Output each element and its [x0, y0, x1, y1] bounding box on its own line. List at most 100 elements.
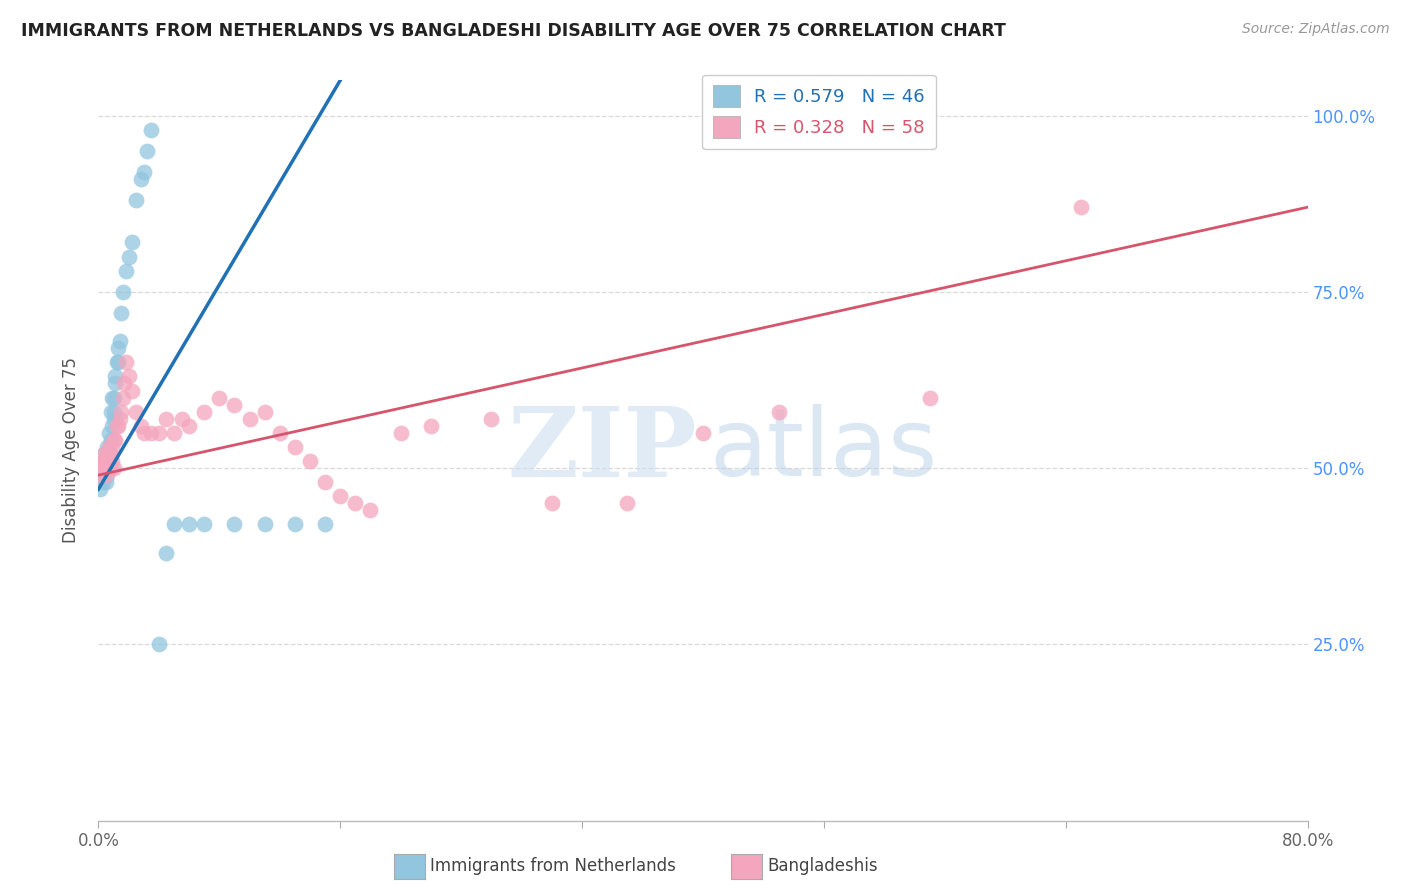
Point — [616, 496, 638, 510]
Point — [108, 334, 131, 348]
Point — [107, 355, 129, 369]
Point — [269, 425, 291, 440]
Point — [103, 433, 125, 447]
Point — [114, 355, 136, 369]
Point — [111, 285, 134, 299]
Point — [96, 440, 118, 454]
Point — [91, 461, 114, 475]
Point — [98, 440, 121, 454]
Point — [107, 341, 129, 355]
Point — [918, 391, 941, 405]
Point — [96, 454, 118, 468]
Point — [100, 447, 122, 461]
Point — [208, 391, 231, 405]
Point — [94, 461, 117, 475]
Point — [163, 517, 186, 532]
Point — [104, 433, 127, 447]
Point — [100, 461, 122, 475]
Point — [155, 411, 177, 425]
Point — [170, 411, 193, 425]
Point — [93, 447, 115, 461]
Point — [94, 475, 117, 490]
Point — [540, 496, 562, 510]
Text: Bangladeshis: Bangladeshis — [768, 857, 879, 875]
Point — [121, 384, 143, 398]
Point — [101, 418, 124, 433]
Point — [112, 376, 135, 391]
Legend: R = 0.579   N = 46, R = 0.328   N = 58: R = 0.579 N = 46, R = 0.328 N = 58 — [702, 75, 936, 149]
Point — [314, 475, 336, 490]
Point — [121, 235, 143, 250]
Point — [101, 454, 124, 468]
Point — [179, 517, 201, 532]
Point — [420, 418, 443, 433]
Point — [239, 411, 262, 425]
Point — [96, 461, 118, 475]
Point — [96, 468, 118, 483]
Point — [129, 418, 152, 433]
Point — [148, 637, 170, 651]
Text: Immigrants from Netherlands: Immigrants from Netherlands — [430, 857, 676, 875]
Point — [193, 517, 215, 532]
Point — [224, 517, 246, 532]
Point — [481, 411, 503, 425]
Point — [284, 517, 307, 532]
Text: atlas: atlas — [709, 404, 938, 497]
Point — [96, 447, 118, 461]
Point — [103, 391, 125, 405]
Point — [125, 405, 148, 419]
Text: Source: ZipAtlas.com: Source: ZipAtlas.com — [1241, 22, 1389, 37]
Point — [94, 468, 117, 483]
Point — [107, 418, 129, 433]
Point — [118, 250, 141, 264]
Point — [132, 425, 155, 440]
Point — [98, 447, 121, 461]
Point — [111, 391, 134, 405]
Point — [125, 193, 148, 207]
Point — [91, 454, 114, 468]
Point — [104, 376, 127, 391]
Point — [129, 172, 152, 186]
Point — [91, 475, 114, 490]
Point — [389, 425, 412, 440]
Point — [329, 489, 352, 503]
Point — [103, 411, 125, 425]
Point — [98, 454, 121, 468]
Point — [253, 517, 276, 532]
Point — [179, 418, 201, 433]
Point — [91, 454, 114, 468]
Point — [90, 468, 112, 483]
Point — [105, 418, 128, 433]
Point — [101, 440, 124, 454]
Point — [148, 425, 170, 440]
Point — [93, 468, 115, 483]
Point — [89, 482, 111, 496]
Point — [103, 461, 125, 475]
Point — [692, 425, 714, 440]
Point — [110, 405, 132, 419]
Point — [110, 306, 132, 320]
Point — [98, 425, 121, 440]
Point — [344, 496, 367, 510]
Text: IMMIGRANTS FROM NETHERLANDS VS BANGLADESHI DISABILITY AGE OVER 75 CORRELATION CH: IMMIGRANTS FROM NETHERLANDS VS BANGLADES… — [21, 22, 1005, 40]
Text: ZIP: ZIP — [508, 403, 697, 498]
Point — [101, 391, 124, 405]
Point — [224, 398, 246, 412]
Point — [314, 517, 336, 532]
Point — [93, 461, 115, 475]
Point — [100, 405, 122, 419]
Point — [163, 425, 186, 440]
Point — [155, 546, 177, 560]
Point — [94, 454, 117, 468]
Point — [141, 425, 163, 440]
Point — [108, 411, 131, 425]
Point — [104, 369, 127, 384]
Point — [132, 165, 155, 179]
Point — [768, 405, 790, 419]
Point — [100, 433, 122, 447]
Point — [118, 369, 141, 384]
Point — [90, 461, 112, 475]
Point — [193, 405, 215, 419]
Y-axis label: Disability Age Over 75: Disability Age Over 75 — [62, 358, 80, 543]
Point — [105, 355, 128, 369]
